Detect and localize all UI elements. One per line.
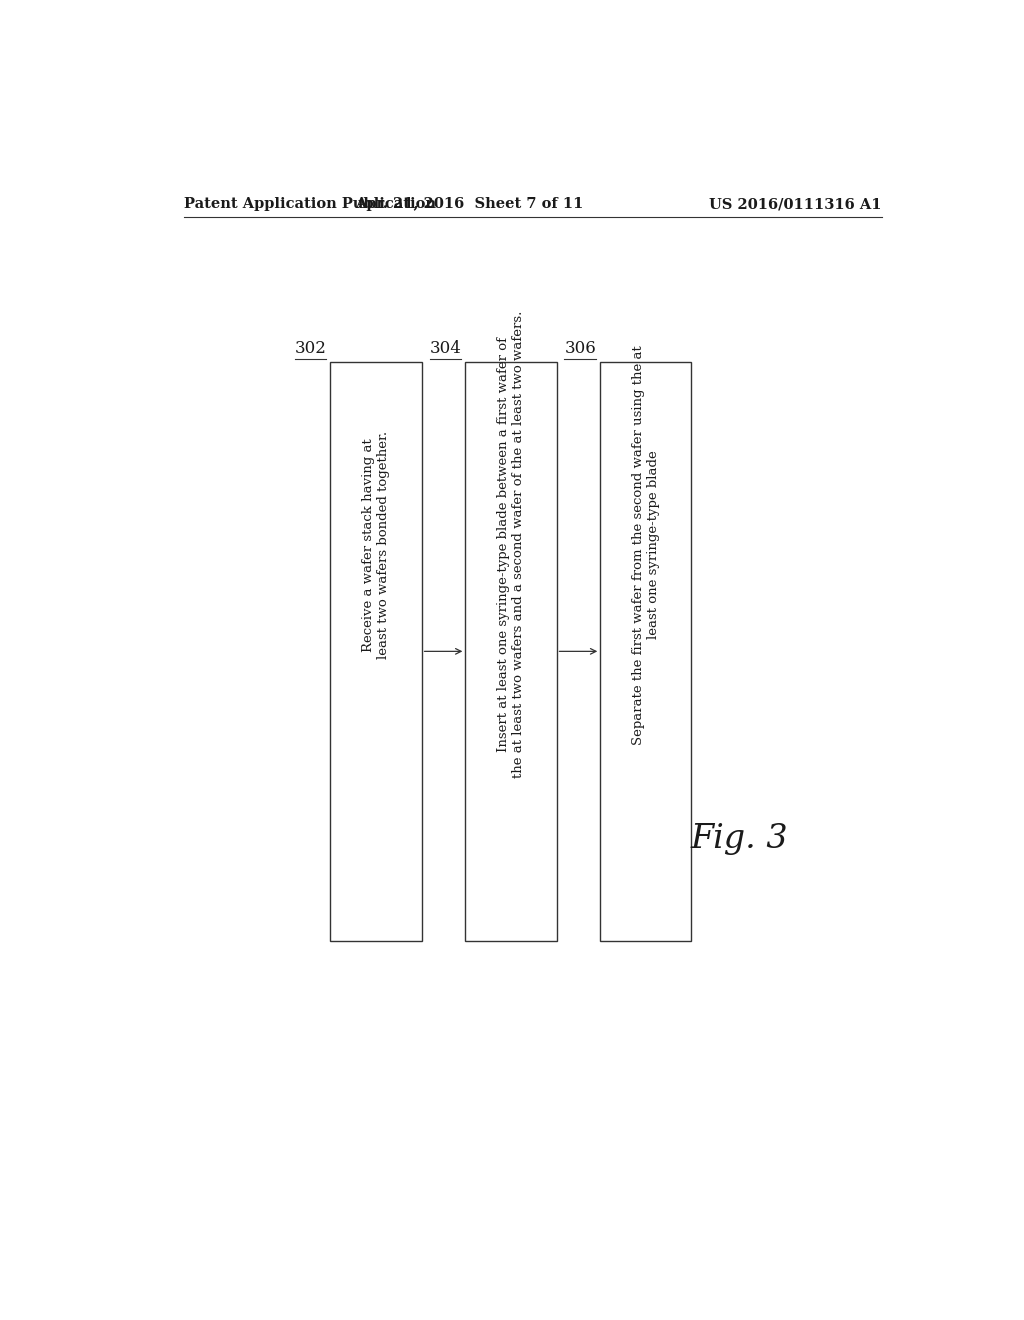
Text: 304: 304 <box>429 339 461 356</box>
Bar <box>465 362 557 941</box>
Bar <box>331 362 422 941</box>
Text: Fig. 3: Fig. 3 <box>690 824 787 855</box>
Text: Receive a wafer stack having at
least two wafers bonded together.: Receive a wafer stack having at least tw… <box>362 430 390 659</box>
Bar <box>600 362 691 941</box>
Text: Patent Application Publication: Patent Application Publication <box>183 197 435 211</box>
Text: US 2016/0111316 A1: US 2016/0111316 A1 <box>710 197 882 211</box>
Text: 306: 306 <box>564 339 596 356</box>
Text: Insert at least one syringe-type blade between a first wafer of
the at least two: Insert at least one syringe-type blade b… <box>497 312 525 779</box>
Text: 302: 302 <box>295 339 327 356</box>
Text: Separate the first wafer from the second wafer using the at
least one syringe-ty: Separate the first wafer from the second… <box>632 345 659 744</box>
Text: Apr. 21, 2016  Sheet 7 of 11: Apr. 21, 2016 Sheet 7 of 11 <box>355 197 584 211</box>
